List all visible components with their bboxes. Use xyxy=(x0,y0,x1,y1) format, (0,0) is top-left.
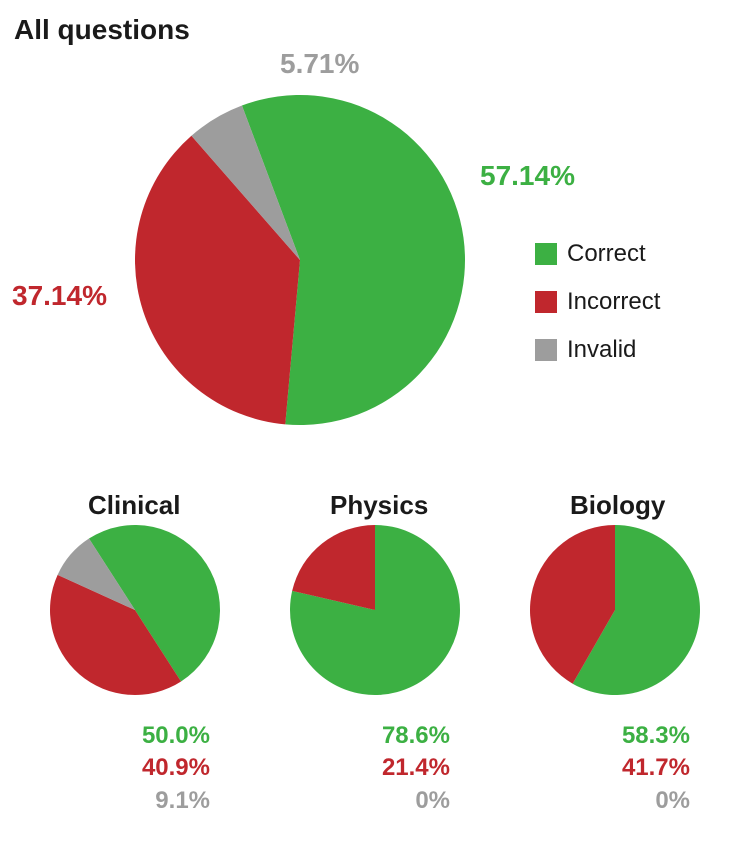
stat-invalid: 9.1% xyxy=(142,785,210,817)
sub-chart-title-biology: Biology xyxy=(570,490,665,521)
main-slice-label-correct: 57.14% xyxy=(480,160,575,192)
stat-incorrect: 21.4% xyxy=(382,752,450,784)
sub-chart-title-physics: Physics xyxy=(330,490,428,521)
sub-chart-title-clinical: Clinical xyxy=(88,490,180,521)
pie-slice-incorrect xyxy=(50,575,181,695)
pie-slice-invalid xyxy=(58,539,135,610)
sub-chart-stats-biology: 58.3% 41.7% 0% xyxy=(622,720,690,817)
legend-label: Incorrect xyxy=(567,288,660,316)
main-slice-label-incorrect: 37.14% xyxy=(12,280,107,312)
pie-slice-correct xyxy=(573,525,700,695)
stat-incorrect: 40.9% xyxy=(142,752,210,784)
stat-correct: 58.3% xyxy=(622,720,690,752)
stat-invalid: 0% xyxy=(382,785,450,817)
legend-swatch-incorrect xyxy=(535,291,557,313)
pie-slice-incorrect xyxy=(530,525,615,684)
main-slice-label-invalid: 5.71% xyxy=(280,48,359,80)
figure-canvas: { "colors": { "correct": "#3cb043", "inc… xyxy=(0,0,750,847)
pie-slice-correct xyxy=(89,525,220,681)
legend-row-correct: Correct xyxy=(535,240,660,268)
stat-correct: 78.6% xyxy=(382,720,450,752)
pie-slice-correct xyxy=(290,525,460,695)
legend-swatch-correct xyxy=(535,243,557,265)
legend-row-incorrect: Incorrect xyxy=(535,288,660,316)
legend-row-invalid: Invalid xyxy=(535,336,660,364)
legend-swatch-invalid xyxy=(535,339,557,361)
stat-correct: 50.0% xyxy=(142,720,210,752)
stat-invalid: 0% xyxy=(622,785,690,817)
sub-chart-stats-clinical: 50.0% 40.9% 9.1% xyxy=(142,720,210,817)
sub-chart-stats-physics: 78.6% 21.4% 0% xyxy=(382,720,450,817)
stat-incorrect: 41.7% xyxy=(622,752,690,784)
legend-label: Invalid xyxy=(567,336,636,364)
legend: Correct Incorrect Invalid xyxy=(535,240,660,384)
pie-slice-incorrect xyxy=(292,525,375,610)
legend-label: Correct xyxy=(567,240,646,268)
